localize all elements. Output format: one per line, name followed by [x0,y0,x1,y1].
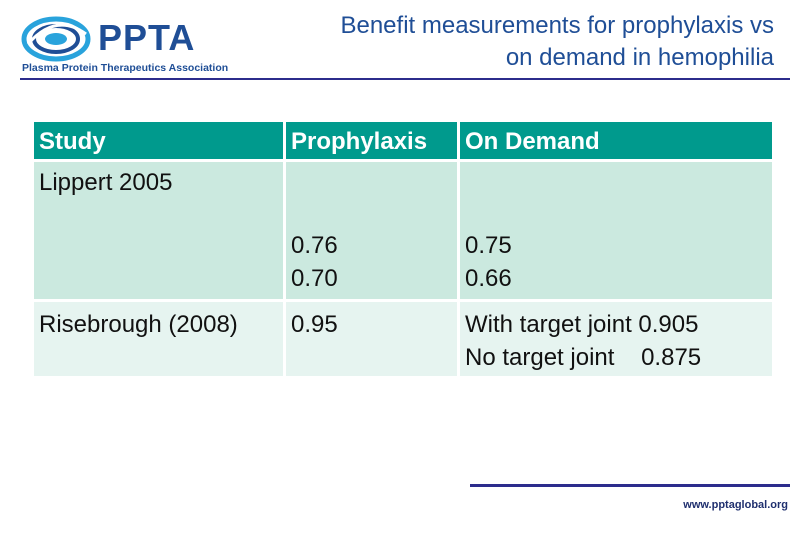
header-prophylaxis: Prophylaxis [286,122,460,162]
benefit-table: Study Prophylaxis On Demand Lippert 2005… [34,122,772,379]
header-study: Study [34,122,286,162]
slide-title-line-2: on demand in hemophilia [505,44,774,71]
ppta-logo: PPTA Plasma Protein Therapeutics Associa… [20,14,245,76]
cell-prophylaxis: 0.76 0.70 [286,162,460,302]
logo-wordmark: PPTA [98,17,196,58]
logo-subtitle: Plasma Protein Therapeutics Association [22,62,229,74]
globe-swirl-icon [21,16,91,62]
cell-on-demand: 0.75 0.66 [460,162,772,302]
table-row: Lippert 2005 0.76 0.70 0.75 0.66 [34,162,772,302]
title-divider [20,78,790,80]
cell-study: Lippert 2005 [34,162,286,302]
cell-prophylaxis: 0.95 [286,302,460,379]
footer-url[interactable]: www.pptaglobal.org [683,499,788,511]
cell-on-demand: With target joint 0.905 No target joint … [460,302,772,379]
slide-title: Benefit measurements for prophylaxis vs … [234,10,774,74]
slide-title-line-1: Benefit measurements for prophylaxis vs [340,12,774,39]
footer-divider [470,484,790,487]
header-on-demand: On Demand [460,122,772,162]
table-header-row: Study Prophylaxis On Demand [34,122,772,162]
table-row: Risebrough (2008) 0.95 With target joint… [34,302,772,379]
cell-study: Risebrough (2008) [34,302,286,379]
